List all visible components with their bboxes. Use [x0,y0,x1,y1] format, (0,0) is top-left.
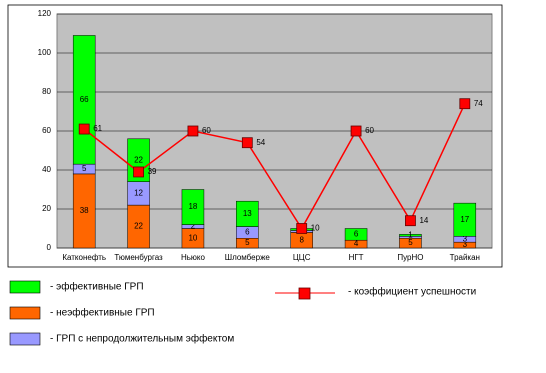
y-tick-label: 80 [42,87,51,96]
bar-segment [127,138,150,182]
line-label: 14 [419,216,428,225]
data-label: 17 [460,215,469,224]
data-label: 66 [80,95,89,104]
x-tick-label: НГТ [349,253,364,262]
line [83,103,466,230]
legend-swatch [9,280,41,294]
data-label: 22 [134,155,143,164]
data-label: 38 [80,206,89,215]
legend-swatch [9,306,41,320]
data-label: 1 [408,230,413,239]
bar-segment [344,228,368,241]
bar-segment [236,200,259,227]
legend-label: - эффективные ГРП [50,281,144,293]
y-tick-label: 40 [42,165,51,174]
line-label: 60 [202,126,211,135]
legend-swatch [9,332,41,346]
y-tick-label: 120 [38,9,52,18]
bar-segment [453,202,477,237]
line-label: 74 [474,99,483,108]
data-label: 13 [243,209,252,218]
data-label: 2 [191,222,196,231]
data-label: 5 [245,238,250,247]
legend-marker [298,287,311,300]
line-label: 60 [365,126,374,135]
line-marker [296,223,308,234]
y-tick-label: 60 [42,126,51,135]
x-tick-label: Катконефть [62,253,106,262]
data-label: 4 [354,239,359,248]
line-label: 10 [311,224,320,233]
line-marker [350,125,362,137]
x-tick-label: Ньюко [181,253,206,262]
line-label: 54 [256,138,265,147]
legend-label: - ГРП с непродолжительным эффектом [50,333,234,345]
line-marker [187,125,199,137]
bar-segment [72,35,96,165]
line-marker [459,98,471,110]
data-label: 3 [463,234,468,243]
line-label: 61 [93,124,102,133]
data-label: 18 [188,202,197,211]
legend-label: - коэффициент успешности [348,286,476,298]
data-label: 8 [299,235,304,244]
bar-segment [181,189,205,225]
legend-label: - неэффективные ГРП [50,307,155,319]
data-label: 6 [354,229,359,238]
y-tick-label: 100 [38,48,52,57]
line-label: 39 [148,167,157,176]
data-label: 5 [408,238,413,247]
x-tick-label: Трайкан [450,253,480,262]
data-label: 10 [188,233,197,242]
x-tick-label: ПурНО [397,253,423,262]
data-label: 22 [134,222,143,231]
bar-segment [399,234,422,237]
x-tick-label: Тюменбургаз [114,253,163,262]
y-tick-label: 0 [47,243,52,252]
line-marker [133,166,144,178]
x-tick-label: ЦЦС [293,253,311,262]
line-marker [405,215,416,227]
line-marker [241,137,253,149]
x-tick-label: Шломберже [225,253,271,262]
data-label: 12 [134,189,143,198]
line-marker [78,123,90,135]
data-label: 6 [245,228,250,237]
data-label: 5 [82,164,87,173]
y-tick-label: 20 [42,204,51,213]
data-label: 3 [463,240,468,249]
